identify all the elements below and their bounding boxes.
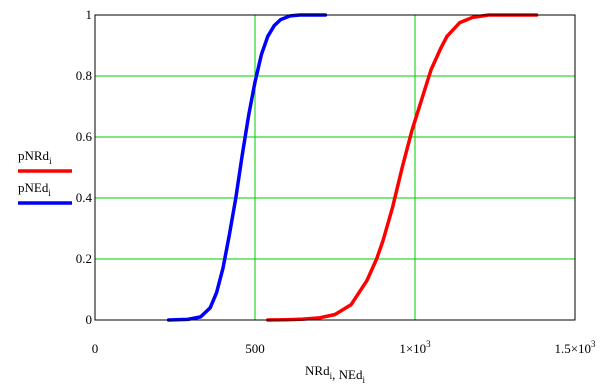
- x-tick-labels: 0 500 1×103 1.5×103: [92, 339, 596, 356]
- y-tick-label-1: 0.2: [76, 251, 92, 266]
- plot-frame: [94, 14, 576, 321]
- series-layer: [166, 13, 539, 322]
- y-tick-label-2: 0.4: [76, 190, 93, 205]
- series-line-pNRd: [266, 13, 539, 322]
- legend-label-pNRd: pNRdi: [18, 148, 52, 166]
- legend-label-pNEd: pNEdi: [18, 180, 51, 198]
- legend: pNRdi pNEdi: [18, 148, 72, 205]
- x-tick-label-3: 1.5×103: [554, 339, 596, 356]
- y-tick-labels: 0 0.2 0.4 0.6 0.8 1: [76, 7, 93, 327]
- y-tick-label-4: 0.8: [76, 68, 92, 83]
- x-tick-label-2: 1×103: [399, 339, 431, 356]
- series-line-pNEd: [166, 13, 328, 322]
- x-tick-label-0: 0: [92, 341, 99, 356]
- grid-layer: [95, 15, 575, 320]
- y-tick-label-5: 1: [86, 7, 93, 22]
- y-tick-label-3: 0.6: [76, 129, 93, 144]
- x-tick-label-1: 500: [245, 341, 265, 356]
- x-axis-label: NRdi, NEdi: [305, 363, 365, 385]
- y-tick-label-0: 0: [86, 312, 93, 327]
